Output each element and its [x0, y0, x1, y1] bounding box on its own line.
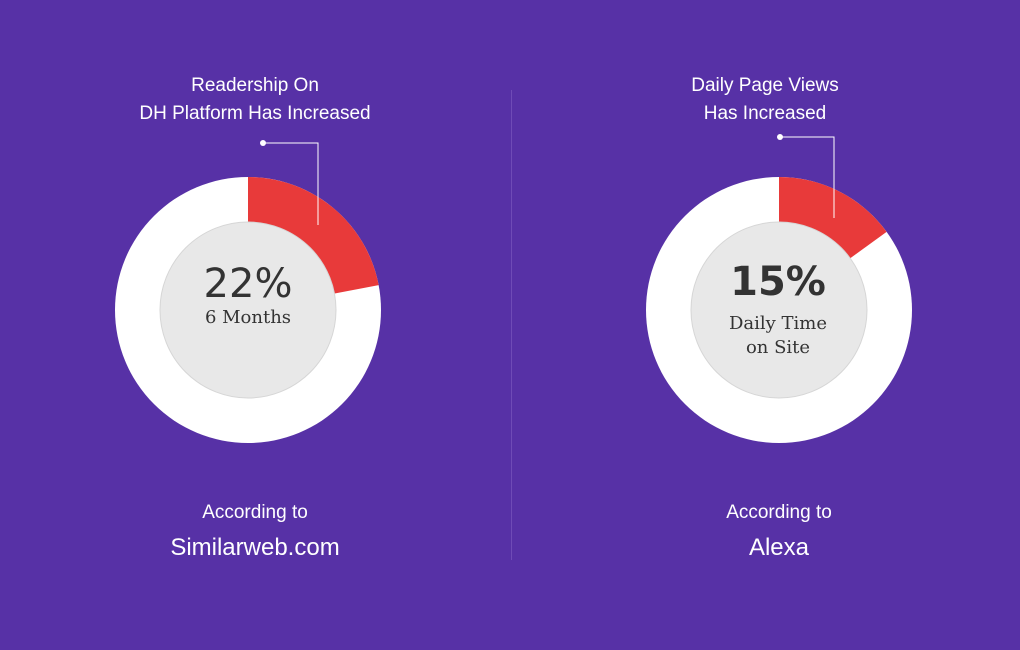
leader-line — [263, 142, 319, 225]
leader-dot — [260, 140, 266, 146]
value-label: 15% — [730, 259, 826, 305]
chart-title: Daily Page Views Has Increased — [510, 72, 1020, 128]
source-name: Similarweb.com — [170, 534, 340, 561]
donut-center — [690, 221, 868, 399]
source-prefix: According to — [202, 502, 308, 523]
center-sub-label: on Site — [745, 337, 811, 358]
donut-center — [159, 221, 337, 399]
title-line: DH Platform Has Increased — [139, 103, 371, 124]
source: According to Alexa — [524, 500, 1020, 566]
title-line: Has Increased — [703, 103, 827, 124]
title-line: Readership On — [191, 75, 319, 96]
leader-dot — [777, 134, 783, 140]
donut-chart-page-views — [646, 134, 912, 443]
center-sub-label: Daily Time — [728, 313, 828, 334]
chart-title: Readership On DH Platform Has Increased — [0, 72, 510, 128]
center-label: 15% Daily Time on Site — [690, 260, 866, 360]
title-line: Daily Page Views — [691, 75, 839, 96]
leader-line — [780, 136, 835, 218]
value-label: 22% — [203, 261, 293, 307]
source: According to Similarweb.com — [0, 500, 510, 566]
divider — [511, 90, 512, 560]
source-name: Alexa — [748, 534, 810, 561]
panel-readership: Readership On DH Platform Has Increased … — [0, 72, 510, 566]
panel-page-views: Daily Page Views Has Increased 15% Daily… — [510, 0, 1020, 650]
source-prefix: According to — [726, 502, 832, 523]
center-label: 22% 6 Months — [160, 262, 336, 330]
donut-chart-readership — [115, 140, 381, 443]
center-sub-label: 6 Months — [204, 307, 292, 328]
